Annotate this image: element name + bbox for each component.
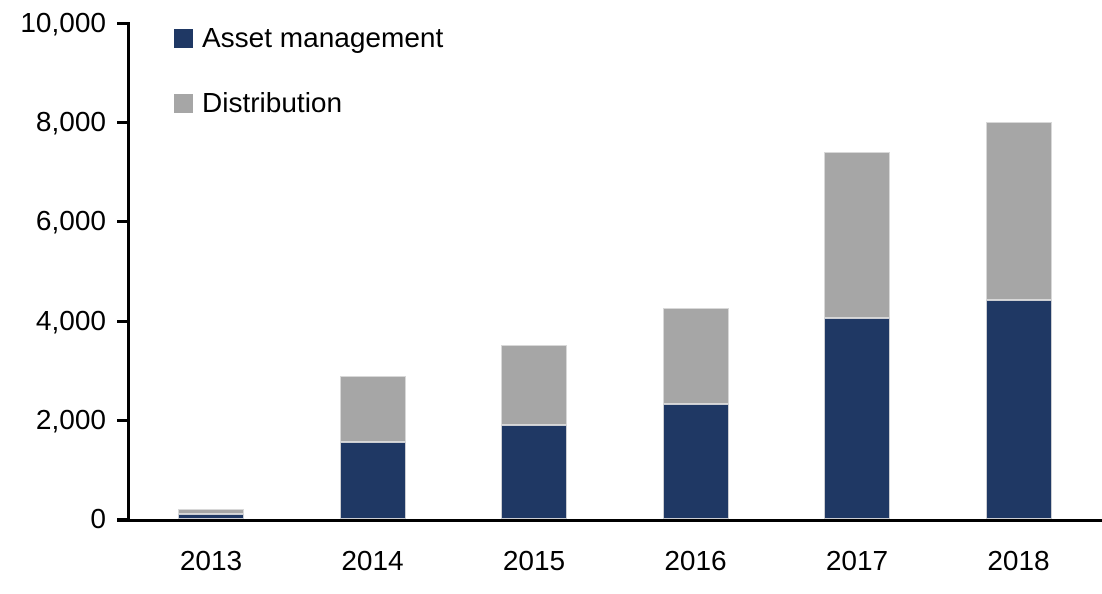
x-axis-label-2017: 2017: [825, 545, 889, 576]
y-tick: [117, 121, 128, 125]
bar-segment-asset-management-2016: [662, 403, 729, 519]
y-tick: [117, 418, 128, 422]
legend: Asset management Distribution: [174, 22, 444, 157]
bar-segment-distribution-2018: [985, 122, 1052, 300]
y-tick-label: 6,000: [35, 205, 106, 237]
bar-segment-distribution-2015: [501, 345, 567, 425]
bar-segment-asset-management-2015: [501, 424, 567, 519]
bar-segment-distribution-2016: [662, 308, 729, 404]
x-axis-label-2014: 2014: [341, 545, 404, 576]
x-axis-label-2013: 2013: [179, 545, 243, 576]
x-axis-label-2016: 2016: [664, 545, 727, 576]
legend-swatch-asset-management-icon: [174, 28, 193, 48]
bar-segment-asset-management-2017: [824, 318, 890, 519]
bar-segment-distribution-2013: [178, 509, 244, 515]
y-axis-line: [127, 22, 130, 522]
x-axis-line: [117, 519, 1102, 522]
y-tick: [117, 22, 128, 25]
y-tick-label: 0: [90, 503, 106, 534]
bar-segment-distribution-2017: [824, 151, 890, 319]
bar-segment-asset-management-2013: [178, 514, 244, 519]
legend-label-distribution: Distribution: [202, 87, 343, 118]
x-axis-label-2018: 2018: [987, 545, 1050, 576]
x-axis-label-2015: 2015: [502, 545, 566, 576]
y-tick: [117, 220, 128, 224]
legend-item-asset-management: Asset management: [174, 22, 444, 53]
bar-segment-asset-management-2018: [985, 299, 1052, 519]
legend-label-asset-management: Asset management: [202, 22, 444, 53]
bar-segment-asset-management-2014: [339, 441, 406, 519]
y-tick: [117, 319, 128, 323]
y-tick-label: 10,000: [20, 7, 106, 38]
y-tick-label: 2,000: [35, 403, 106, 435]
legend-swatch-distribution-icon: [174, 93, 193, 113]
legend-item-distribution: Distribution: [174, 87, 443, 118]
bar-segment-distribution-2014: [339, 376, 406, 442]
y-tick-label: 4,000: [35, 304, 106, 336]
y-tick-label: 8,000: [35, 106, 106, 138]
